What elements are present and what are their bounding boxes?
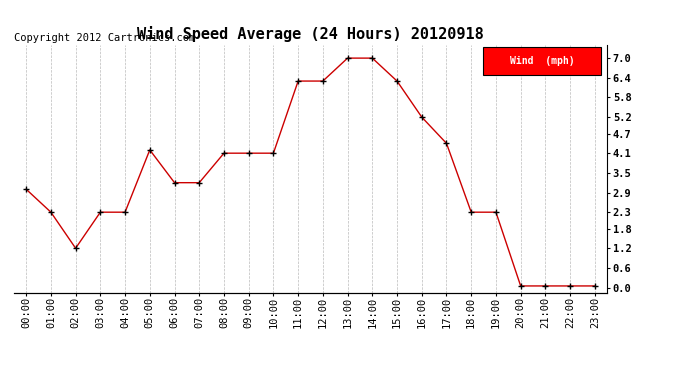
Title: Wind Speed Average (24 Hours) 20120918: Wind Speed Average (24 Hours) 20120918 [137, 27, 484, 42]
FancyBboxPatch shape [482, 48, 601, 75]
Text: Copyright 2012 Cartronics.com: Copyright 2012 Cartronics.com [14, 33, 195, 42]
Text: Wind  (mph): Wind (mph) [510, 56, 574, 66]
